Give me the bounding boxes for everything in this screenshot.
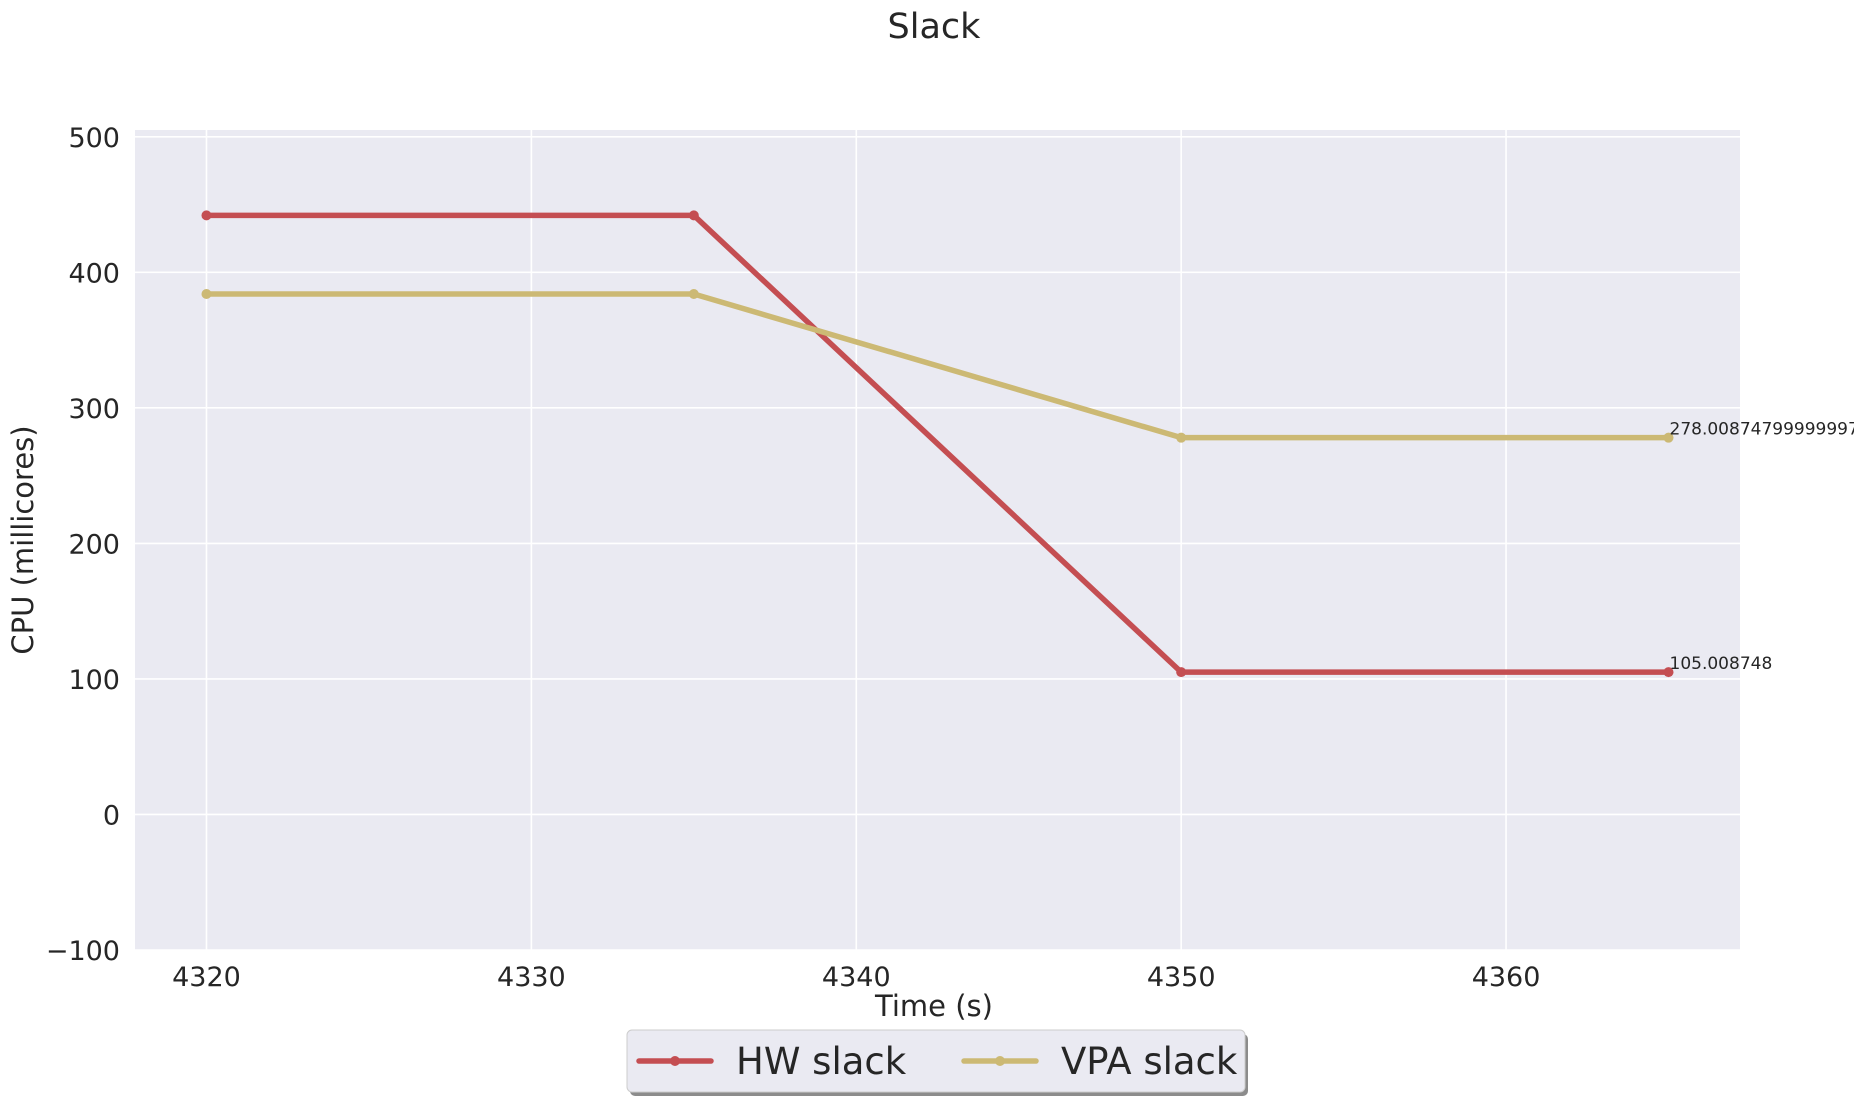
legend-label-vpa-slack: VPA slack: [1061, 1040, 1238, 1083]
data-point-vpa-slack: [1176, 432, 1187, 443]
end-value-label-hw-slack: 105.008748: [1670, 654, 1773, 674]
y-tick-label: 500: [68, 123, 120, 154]
x-axis-label: Time (s): [874, 989, 993, 1023]
y-axis-label: CPU (millicores): [6, 425, 40, 654]
legend: HW slack VPA slack: [626, 1029, 1248, 1096]
data-point-hw-slack: [688, 210, 699, 221]
x-tick-label: 4320: [172, 962, 241, 993]
data-point-vpa-slack: [1663, 432, 1674, 443]
series-layer: 105.008748 278.00874799999997: [201, 210, 1854, 678]
x-tick-label: 4350: [1147, 962, 1216, 993]
legend-marker-vpa-slack: [995, 1056, 1005, 1066]
plot-area: [135, 130, 1740, 950]
x-tick-label: 4360: [1472, 962, 1541, 993]
end-value-label-vpa-slack: 278.00874799999997: [1670, 420, 1854, 440]
data-point-hw-slack: [1176, 667, 1187, 678]
y-tick-label: 400: [68, 258, 120, 289]
legend-marker-hw-slack: [670, 1056, 680, 1066]
series-line-vpa-slack: [203, 291, 1672, 441]
legend-label-hw-slack: HW slack: [736, 1040, 907, 1083]
y-tick-label: 200: [68, 529, 120, 560]
tick-labels: 4320 4330 4340 4350 4360 −100 0 100 200 300 400 500: [46, 123, 1541, 993]
data-point-hw-slack: [201, 210, 212, 221]
data-point-vpa-slack: [201, 289, 212, 299]
y-tick-label: 100: [68, 665, 120, 696]
y-tick-label: 0: [103, 800, 120, 831]
y-tick-label: 300: [68, 394, 120, 425]
series-line-hw-slack: [203, 212, 1672, 675]
x-tick-label: 4330: [497, 962, 566, 993]
data-point-hw-slack: [1663, 667, 1674, 678]
legend-box: [626, 1029, 1246, 1093]
data-point-vpa-slack: [688, 289, 699, 299]
grid: [135, 130, 1740, 951]
chart-title: Slack: [888, 7, 982, 47]
y-tick-label: −100: [46, 936, 120, 967]
x-tick-label: 4340: [822, 962, 891, 993]
